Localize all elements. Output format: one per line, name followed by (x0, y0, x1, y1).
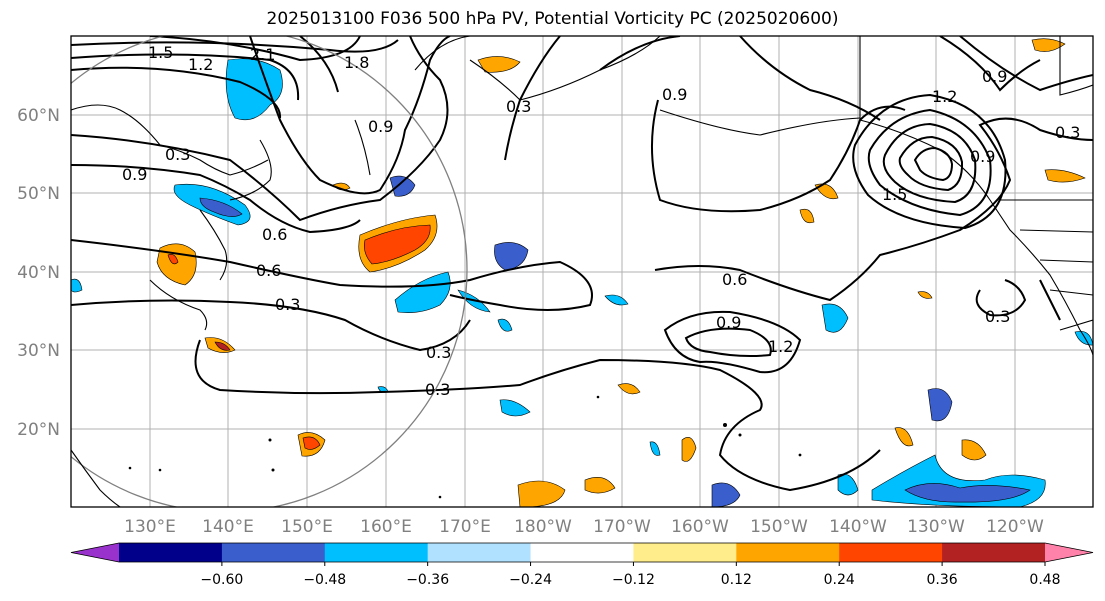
islands (128, 395, 802, 499)
colorbar-extension-low (71, 543, 119, 562)
lon-label: 120°W (986, 517, 1044, 537)
contour-label: 1.2 (932, 87, 957, 106)
contour-label: 1.2 (188, 55, 213, 74)
map-frame (70, 35, 1094, 508)
colorbar-segment (942, 543, 1046, 562)
lon-label: 160°E (360, 517, 412, 537)
contour-label: 0.3 (985, 307, 1010, 326)
colorbar-segment (736, 543, 840, 562)
contour-label: 0.3 (425, 380, 450, 399)
lat-label: 60°N (17, 106, 60, 126)
colorbar-segment (633, 543, 737, 562)
coastlines (71, 36, 1093, 507)
contour-label: 0.3 (506, 97, 531, 116)
lon-label: 160°W (671, 517, 729, 537)
lat-label: 40°N (17, 263, 60, 283)
contour-label: 0.3 (165, 145, 190, 164)
lat-label: 20°N (17, 420, 60, 440)
contour-label: 0.9 (716, 313, 741, 332)
colorbar-extension-high (1045, 543, 1093, 562)
colorbar-segment (839, 543, 943, 562)
pv-contours (71, 36, 1093, 492)
colorbar-tick-label: −0.12 (612, 572, 655, 588)
contour-label: 0.9 (982, 67, 1007, 86)
lon-label: 180°W (514, 517, 572, 537)
colorbar-tick-label: −0.24 (509, 572, 552, 588)
colorbar-tick-label: −0.60 (200, 572, 243, 588)
lon-label: 130°W (907, 517, 965, 537)
range-ring (71, 36, 468, 507)
colorbar-tick-label: 0.36 (927, 572, 958, 588)
contour-label: 0.9 (122, 165, 147, 184)
colorbar (70, 542, 1094, 566)
colorbar-segment (427, 543, 532, 562)
lon-label: 170°W (593, 517, 651, 537)
lon-label: 140°W (829, 517, 887, 537)
lat-label: 50°N (17, 184, 60, 204)
contour-label: 2.1 (250, 45, 275, 64)
figure-title: 2025013100 F036 500 hPa PV, Potential Vo… (266, 9, 839, 29)
contour-label: 0.6 (256, 261, 281, 280)
contour-label-group: 1.5 1.2 2.1 1.8 0.9 0.3 0.3 0.9 0.6 0.6 … (122, 43, 1080, 399)
lon-label: 150°W (750, 517, 808, 537)
colorbar-segment (324, 543, 429, 562)
lon-label: 150°E (281, 517, 333, 537)
longitude-labels: 130°E 140°E 150°E 160°E 170°E 180°W 170°… (124, 517, 1044, 537)
contour-label: 0.3 (275, 295, 300, 314)
lon-label: 140°E (202, 517, 254, 537)
contour-label: 0.6 (262, 225, 287, 244)
pv-anomaly-fills (71, 38, 1093, 507)
contour-label: 0.9 (970, 147, 995, 166)
contour-label: 0.3 (1055, 123, 1080, 142)
contour-label: 1.5 (882, 185, 907, 204)
colorbar-tick-label: 0.12 (721, 572, 752, 588)
colorbar-segment (221, 543, 326, 562)
colorbar-tick-label: −0.48 (303, 572, 346, 588)
lon-label: 170°E (439, 517, 491, 537)
colorbar-segment (119, 543, 223, 562)
contour-label: 1.5 (148, 43, 173, 62)
latitude-labels: 60°N 50°N 40°N 30°N 20°N (17, 106, 60, 440)
colorbar-segment (530, 543, 634, 562)
map-panel: 1.5 1.2 2.1 1.8 0.9 0.3 0.3 0.9 0.6 0.6 … (71, 36, 1093, 507)
gridlines (71, 36, 1093, 507)
colorbar-tick-label: 0.24 (824, 572, 855, 588)
contour-label: 0.9 (662, 85, 687, 104)
contour-label: 0.6 (722, 270, 747, 289)
contour-label: 0.3 (426, 343, 451, 362)
contour-label: 1.2 (768, 337, 793, 356)
colorbar-outline (70, 542, 1094, 563)
contour-label: 1.8 (344, 53, 369, 72)
colorbar-tick-labels: −0.60 −0.48 −0.36 −0.24 −0.12 0.12 0.24 0.36 0.4… (200, 572, 1060, 588)
lon-label: 130°E (124, 517, 176, 537)
lat-label: 30°N (17, 341, 60, 361)
contour-label: 0.9 (368, 117, 393, 136)
colorbar-tick-label: 0.48 (1029, 572, 1060, 588)
colorbar-tick-label: −0.36 (406, 572, 449, 588)
